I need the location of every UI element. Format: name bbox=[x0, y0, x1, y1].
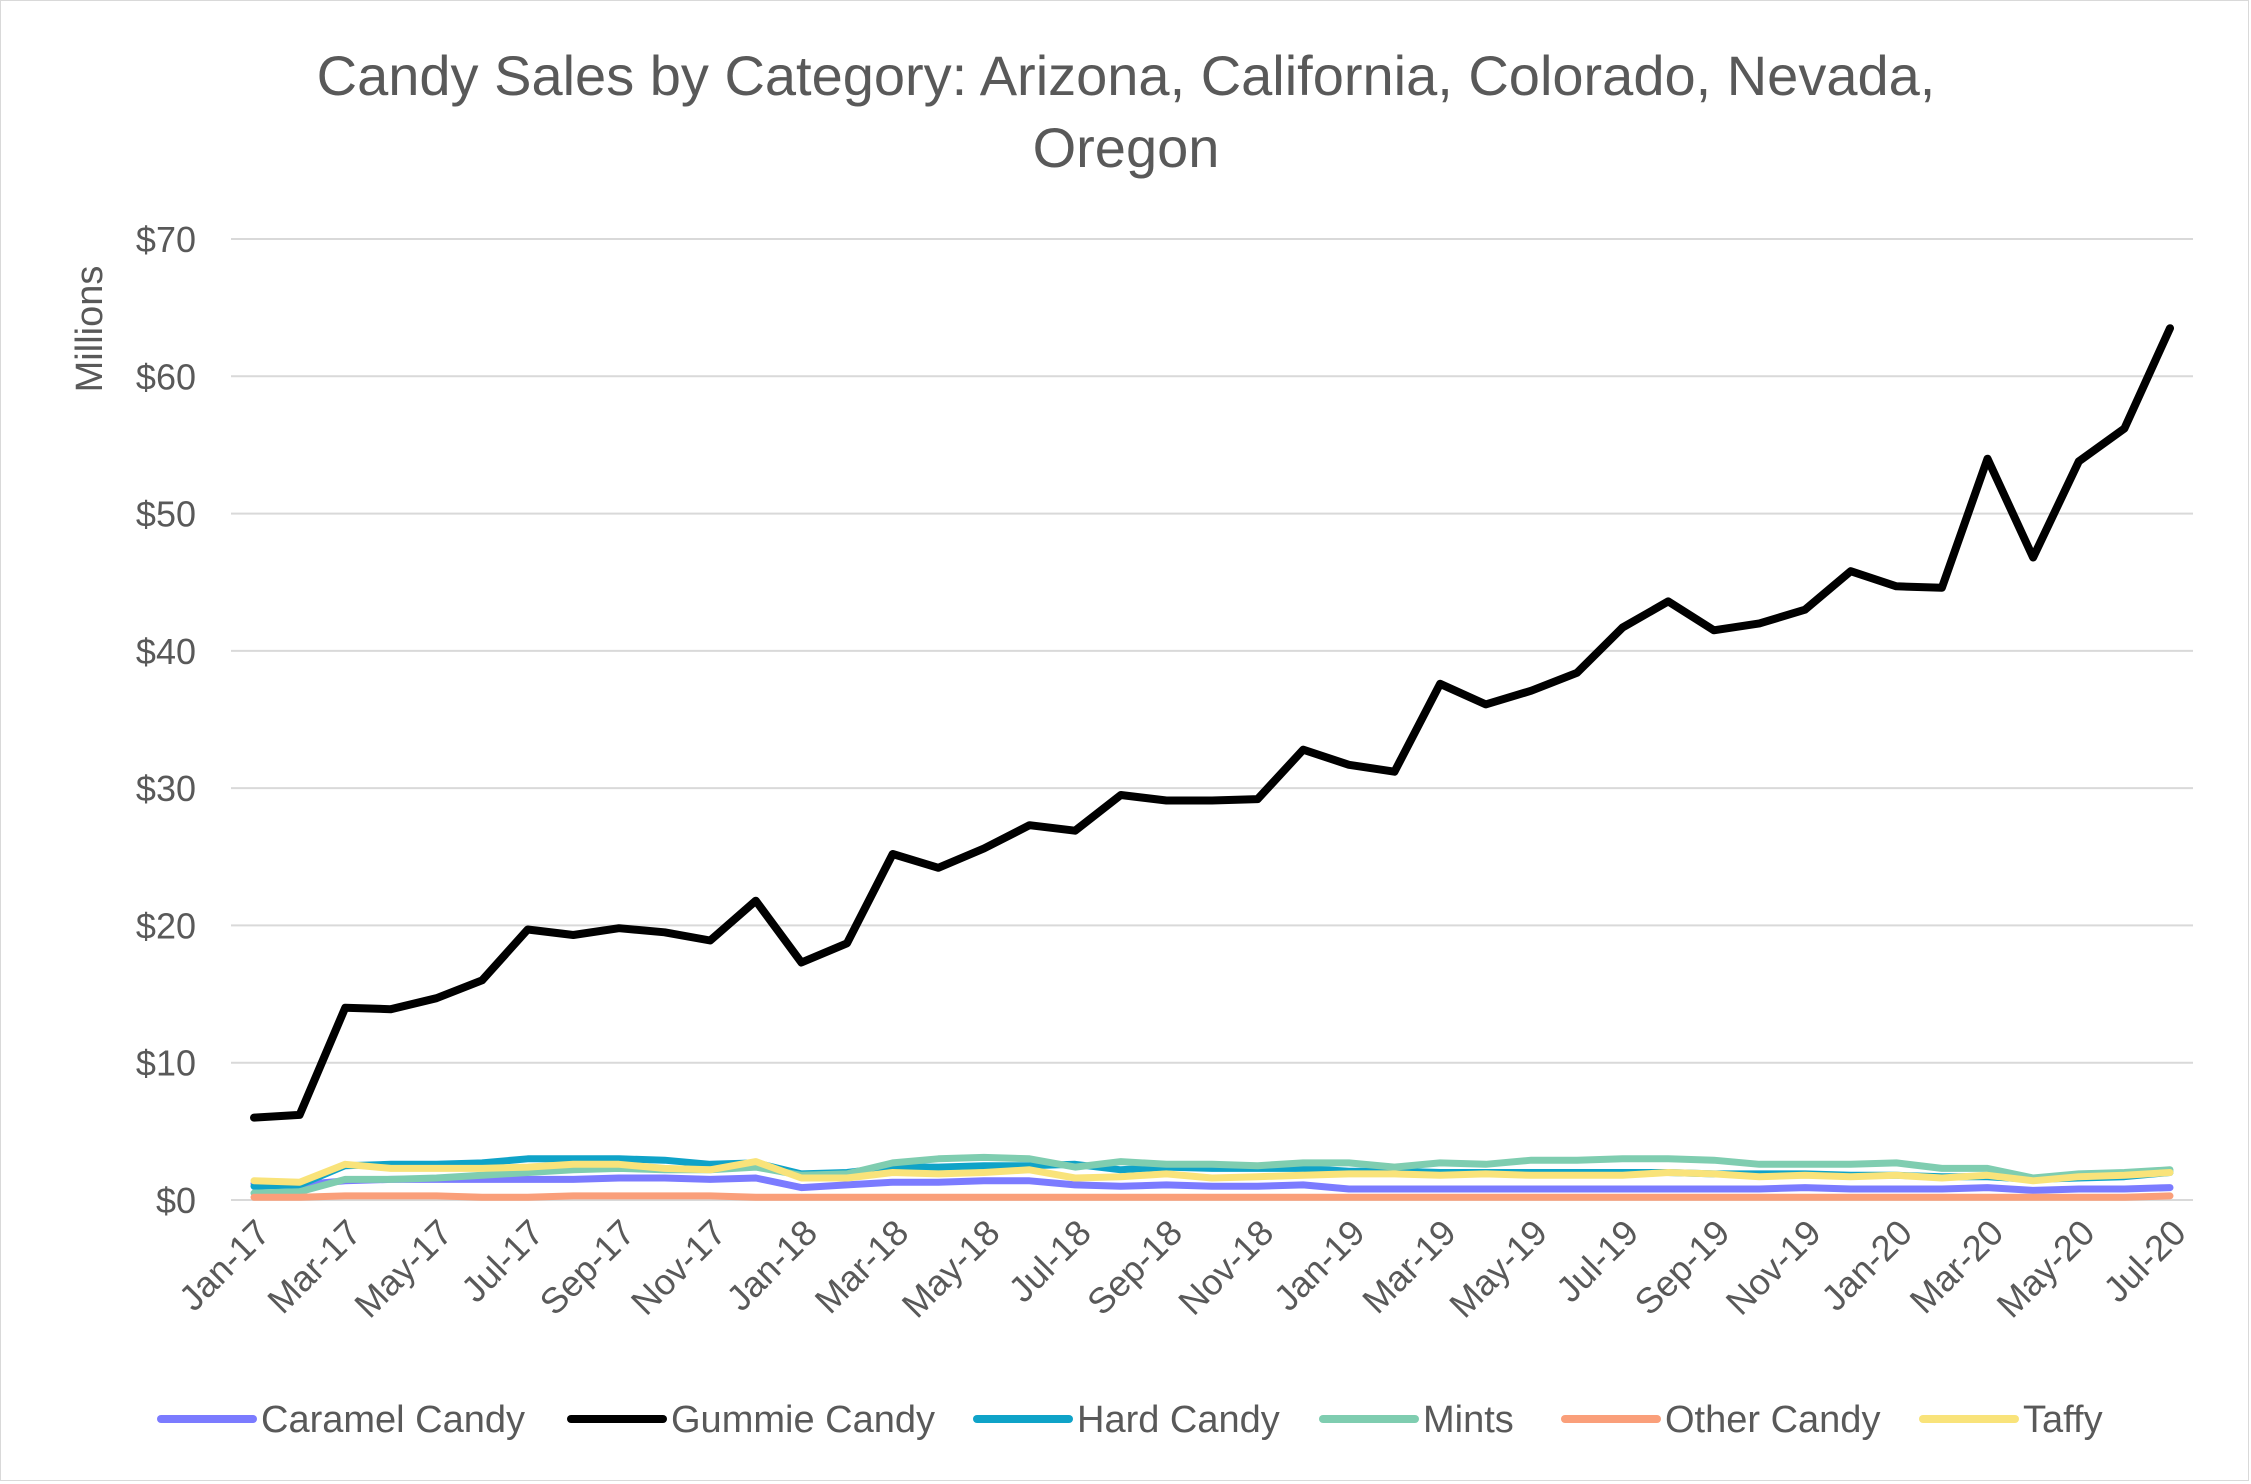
series-lines bbox=[250, 324, 2174, 1201]
y-tick-label: $40 bbox=[136, 631, 196, 672]
x-tick-label: Jan-17 bbox=[171, 1212, 278, 1319]
x-tick-label: Mar-17 bbox=[259, 1212, 369, 1322]
legend-label-caramel-candy: Caramel Candy bbox=[261, 1399, 525, 1441]
y-tick-label: $50 bbox=[136, 494, 196, 535]
legend-label-gummie-candy: Gummie Candy bbox=[671, 1399, 935, 1441]
y-axis-label: Millions bbox=[69, 266, 111, 393]
x-tick-label: May-20 bbox=[1989, 1212, 2103, 1326]
x-tick-label: Nov-17 bbox=[623, 1212, 734, 1323]
y-tick-label: $60 bbox=[136, 356, 196, 397]
x-tick-labels: Jan-17Mar-17May-17Jul-17Sep-17Nov-17Jan-… bbox=[171, 1212, 2194, 1326]
y-tick-label: $10 bbox=[136, 1043, 196, 1084]
x-tick-label: Mar-20 bbox=[1902, 1212, 2012, 1322]
legend-label-hard-candy: Hard Candy bbox=[1077, 1399, 1280, 1441]
chart-title-line-2: Oregon bbox=[1033, 116, 1220, 179]
x-tick-label: May-19 bbox=[1441, 1212, 1555, 1326]
x-tick-label: May-18 bbox=[894, 1212, 1008, 1326]
series-line-taffy bbox=[250, 1158, 2174, 1186]
series-line-other-candy bbox=[250, 1192, 2174, 1201]
y-tick-labels: $0 $10 $20 $30 $40 $50 $60 $70 bbox=[136, 219, 196, 1221]
x-tick-label: Sep-18 bbox=[1079, 1212, 1190, 1323]
x-tick-label: Sep-19 bbox=[1626, 1212, 1737, 1323]
y-tick-label: $20 bbox=[136, 905, 196, 946]
legend: Caramel Candy Gummie Candy Hard Candy Mints… bbox=[157, 1399, 2103, 1441]
series-line-caramel-candy bbox=[250, 1174, 2174, 1194]
x-tick-label: Nov-19 bbox=[1718, 1212, 1829, 1323]
series-line-gummie-candy bbox=[250, 324, 2174, 1122]
y-tick-label: $0 bbox=[156, 1180, 196, 1221]
y-tick-label: $70 bbox=[136, 219, 196, 260]
x-tick-label: Mar-19 bbox=[1354, 1212, 1464, 1322]
legend-label-taffy: Taffy bbox=[2023, 1399, 2103, 1441]
x-tick-label: Jan-19 bbox=[1266, 1212, 1373, 1319]
chart-title-line-1: Candy Sales by Category: Arizona, Califo… bbox=[317, 44, 1936, 107]
gridlines bbox=[231, 238, 2193, 1201]
series-line-mints bbox=[250, 1153, 2174, 1197]
x-tick-label: Sep-17 bbox=[532, 1212, 643, 1323]
x-tick-label: Jul-20 bbox=[2095, 1212, 2193, 1310]
x-tick-label: Nov-18 bbox=[1170, 1212, 1281, 1323]
x-tick-label: May-17 bbox=[346, 1212, 460, 1326]
y-tick-label: $30 bbox=[136, 768, 196, 809]
x-tick-label: Jan-20 bbox=[1813, 1212, 1920, 1319]
x-tick-label: Mar-18 bbox=[807, 1212, 917, 1322]
x-tick-label: Jan-18 bbox=[718, 1212, 825, 1319]
legend-label-other-candy: Other Candy bbox=[1665, 1399, 1880, 1441]
legend-label-mints: Mints bbox=[1423, 1399, 1514, 1441]
